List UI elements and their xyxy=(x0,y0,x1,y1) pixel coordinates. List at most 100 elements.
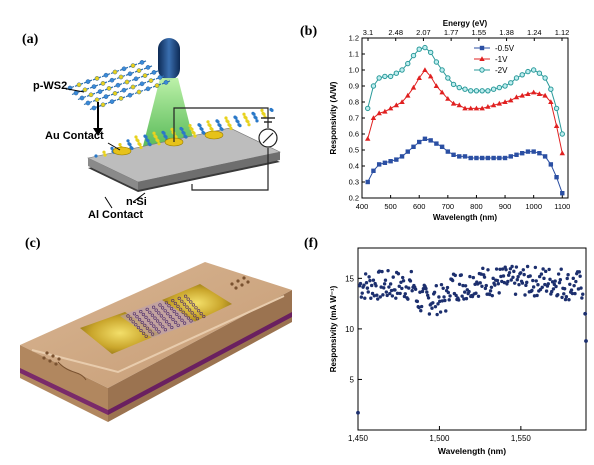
grating-coupler-right xyxy=(230,276,250,290)
lattice-atom xyxy=(137,142,141,146)
data-point xyxy=(410,52,417,59)
data-point xyxy=(478,281,482,285)
flake-atom xyxy=(106,86,112,91)
data-point xyxy=(502,155,508,161)
series-line xyxy=(367,69,563,154)
x-tick-label: 700 xyxy=(442,202,455,211)
crystal-hole xyxy=(161,306,165,310)
lattice-atom xyxy=(147,142,151,146)
data-point xyxy=(457,282,462,286)
data-point xyxy=(531,278,535,283)
data-point xyxy=(382,286,386,290)
data-point xyxy=(422,67,428,72)
data-point xyxy=(370,83,377,89)
data-point xyxy=(399,154,405,159)
lattice-atom xyxy=(135,138,139,142)
data-point xyxy=(562,292,566,296)
lattice-atom xyxy=(253,115,257,119)
data-point xyxy=(530,67,537,73)
data-point xyxy=(530,89,537,95)
lattice-atom xyxy=(153,134,157,138)
scatter-points xyxy=(356,264,588,415)
data-point xyxy=(450,278,455,283)
data-point xyxy=(519,271,523,275)
crystal-hole xyxy=(135,315,139,319)
data-point xyxy=(437,295,441,299)
data-point xyxy=(556,272,561,276)
flake-atom xyxy=(94,76,100,81)
data-point xyxy=(542,92,548,98)
data-point xyxy=(435,312,439,317)
data-point xyxy=(479,155,485,161)
flake-atom xyxy=(115,82,121,88)
data-point xyxy=(445,285,450,290)
flake-atom xyxy=(85,79,91,84)
y-tick-label: 1.0 xyxy=(349,66,359,75)
y-tick-label: 0.9 xyxy=(349,82,359,91)
crystal-hole xyxy=(148,329,152,333)
lattice-atom xyxy=(189,126,193,131)
data-point xyxy=(523,293,527,297)
lattice-atom xyxy=(245,119,249,123)
data-point xyxy=(409,269,414,274)
lattice-atom xyxy=(227,123,231,127)
data-point xyxy=(445,96,451,101)
data-point xyxy=(367,275,371,279)
y-tick-label: 0.4 xyxy=(349,162,359,171)
crystal-hole xyxy=(191,303,195,307)
data-point xyxy=(553,123,560,128)
lattice-atom xyxy=(201,130,205,134)
data-point xyxy=(468,155,473,161)
crystal-hole xyxy=(131,320,135,324)
flake-atom xyxy=(109,77,115,83)
crystal-hole xyxy=(186,316,190,320)
data-point xyxy=(419,304,424,309)
lattice-atom xyxy=(94,154,98,158)
top-tick-label: 2.07 xyxy=(416,28,431,37)
data-point xyxy=(406,297,410,301)
data-point xyxy=(475,282,480,286)
data-point xyxy=(383,278,388,282)
data-point xyxy=(382,282,387,286)
data-point xyxy=(410,84,417,90)
crystal-hole xyxy=(180,299,184,303)
lattice-atom xyxy=(183,134,187,138)
data-point xyxy=(564,295,569,299)
data-point xyxy=(569,288,574,292)
data-point xyxy=(553,105,560,112)
flake-atom xyxy=(157,75,163,80)
lattice-atom xyxy=(215,119,219,123)
data-point xyxy=(513,292,518,296)
data-point xyxy=(525,264,530,269)
data-point xyxy=(365,105,371,112)
data-point xyxy=(468,88,474,94)
data-point xyxy=(506,279,510,284)
data-point xyxy=(410,289,414,293)
crystal-hole xyxy=(152,305,156,309)
data-point xyxy=(388,159,393,164)
au-contact-right xyxy=(204,130,224,140)
data-point xyxy=(500,279,504,284)
data-point xyxy=(363,272,368,276)
crystal-hole xyxy=(184,294,188,298)
data-point xyxy=(401,279,406,283)
data-point xyxy=(542,154,548,159)
series--1V xyxy=(365,67,565,156)
data-point xyxy=(542,75,548,81)
data-point xyxy=(402,294,407,299)
data-point xyxy=(446,290,451,295)
flake-atom xyxy=(136,89,142,95)
data-point xyxy=(528,274,532,278)
panel-label-c: (c) xyxy=(25,236,41,251)
data-point xyxy=(382,160,388,165)
data-point xyxy=(384,290,389,294)
top-tick-label: 1.38 xyxy=(499,28,514,37)
x-axis-label: Wavelength (nm) xyxy=(438,446,506,456)
flake-atom xyxy=(88,92,94,98)
data-point xyxy=(548,99,554,104)
lattice-atom xyxy=(209,126,213,131)
lattice-atom xyxy=(229,126,233,131)
data-point xyxy=(457,154,462,159)
data-point xyxy=(567,297,571,302)
crystal-hole xyxy=(159,314,163,318)
